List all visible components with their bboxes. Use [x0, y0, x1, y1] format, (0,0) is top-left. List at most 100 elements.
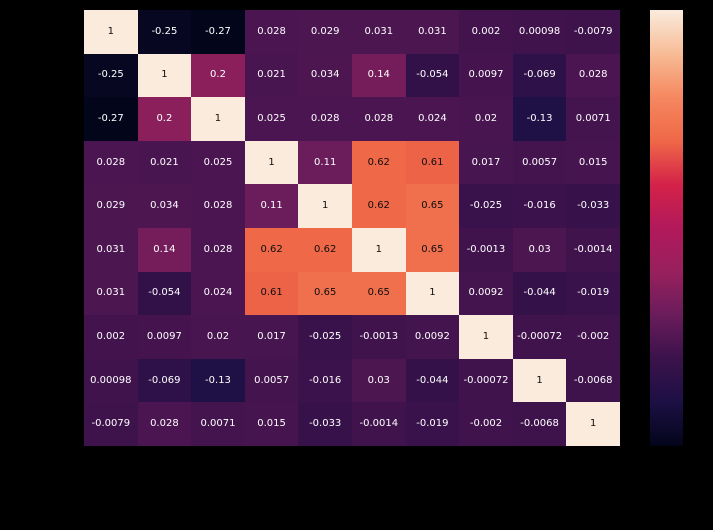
- heatmap-cell: 0.025: [244, 97, 299, 141]
- heatmap-cell: 0.62: [244, 227, 299, 272]
- heatmap-cell: 0.0097: [459, 53, 513, 98]
- heatmap-cell: 0.0092: [459, 271, 513, 316]
- heatmap-cell: -0.25: [137, 10, 192, 54]
- heatmap-cell: 0.028: [566, 53, 620, 98]
- heatmap-cell: 0.65: [405, 184, 460, 228]
- heatmap-cell: 0.62: [351, 184, 406, 228]
- heatmap-cell: 0.024: [191, 271, 245, 316]
- heatmap-cell: 0.002: [84, 315, 138, 359]
- heatmap-cell: -0.025: [459, 184, 513, 228]
- heatmap-cell: 0.0057: [244, 358, 299, 403]
- heatmap-cell: 0.024: [405, 97, 460, 141]
- heatmap-cell: -0.033: [298, 402, 352, 446]
- heatmap-cell: -0.044: [512, 271, 567, 316]
- heatmap-cell: -0.0068: [512, 402, 567, 446]
- heatmap-cell: 0.028: [191, 227, 245, 272]
- heatmap-cell: 0.028: [84, 140, 138, 185]
- heatmap-cell: 0.031: [351, 10, 406, 54]
- heatmap-cell: 1: [512, 358, 567, 403]
- heatmap-cell: 0.017: [459, 140, 513, 185]
- heatmap-cell: 0.0057: [512, 140, 567, 185]
- heatmap-cell: 0.0071: [566, 97, 620, 141]
- heatmap-cell: 0.021: [137, 140, 192, 185]
- heatmap-cell: 1: [244, 140, 299, 185]
- heatmap-cell: -0.0014: [566, 227, 620, 272]
- heatmap-cell: 0.028: [244, 10, 299, 54]
- heatmap-cell: 0.03: [512, 227, 567, 272]
- heatmap-cell: 0.00098: [84, 358, 138, 403]
- correlation-heatmap: 1 -0.25 -0.27 0.028 0.029 0.031 0.031 0.002 0.00…: [84, 10, 620, 446]
- heatmap-cell: -0.025: [298, 315, 352, 359]
- heatmap-cell: -0.13: [191, 358, 245, 403]
- heatmap-cell: -0.0068: [566, 358, 620, 403]
- heatmap-cell: 0.028: [298, 97, 352, 141]
- heatmap-cell: -0.002: [459, 402, 513, 446]
- heatmap-cell: 0.0097: [137, 315, 192, 359]
- heatmap-cell: 0.021: [244, 53, 299, 98]
- heatmap-cell: 1: [191, 97, 245, 141]
- heatmap-cell: -0.019: [405, 402, 460, 446]
- heatmap-cell: 0.015: [566, 140, 620, 185]
- heatmap-cell: -0.27: [191, 10, 245, 54]
- heatmap-cell: 0.0071: [191, 402, 245, 446]
- heatmap-cell: 1: [351, 227, 406, 272]
- heatmap-cell: -0.016: [298, 358, 352, 403]
- heatmap-cell: -0.0079: [84, 402, 138, 446]
- heatmap-cell: -0.069: [512, 53, 567, 98]
- heatmap-cell: 0.028: [137, 402, 192, 446]
- heatmap-cell: 0.028: [191, 184, 245, 228]
- heatmap-cell: 0.031: [84, 227, 138, 272]
- heatmap-cell: -0.0013: [351, 315, 406, 359]
- heatmap-cell: 0.62: [351, 140, 406, 185]
- heatmap-cell: 1: [137, 53, 192, 98]
- heatmap-cell: 1: [405, 271, 460, 316]
- heatmap-cell: 0.029: [84, 184, 138, 228]
- heatmap-cell: 0.65: [298, 271, 352, 316]
- heatmap-cell: -0.044: [405, 358, 460, 403]
- heatmap-cell: 0.03: [351, 358, 406, 403]
- heatmap-cell: 0.61: [405, 140, 460, 185]
- heatmap-cell: 0.034: [298, 53, 352, 98]
- heatmap-cell: 0.14: [351, 53, 406, 98]
- heatmap-cell: -0.00072: [512, 315, 567, 359]
- heatmap-cell: 0.002: [459, 10, 513, 54]
- heatmap-cell: -0.0014: [351, 402, 406, 446]
- heatmap-cell: -0.0079: [566, 10, 620, 54]
- heatmap-cell: 0.02: [191, 315, 245, 359]
- colorbar: [650, 10, 683, 446]
- heatmap-cell: -0.0013: [459, 227, 513, 272]
- heatmap-cell: -0.13: [512, 97, 567, 141]
- heatmap-cell: 0.65: [351, 271, 406, 316]
- heatmap-cell: 1: [84, 10, 138, 54]
- heatmap-cell: 0.61: [244, 271, 299, 316]
- heatmap-cell: 0.2: [137, 97, 192, 141]
- heatmap-cell: 0.65: [405, 227, 460, 272]
- heatmap-cell: -0.054: [405, 53, 460, 98]
- heatmap-cell: 0.02: [459, 97, 513, 141]
- heatmap-cell: 0.11: [244, 184, 299, 228]
- heatmap-cell: 0.034: [137, 184, 192, 228]
- heatmap-cell: 0.00098: [512, 10, 567, 54]
- heatmap-cell: -0.033: [566, 184, 620, 228]
- heatmap-cell: 0.028: [351, 97, 406, 141]
- heatmap-cell: -0.016: [512, 184, 567, 228]
- heatmap-cell: 0.025: [191, 140, 245, 185]
- heatmap-cell: -0.069: [137, 358, 192, 403]
- heatmap-cell: -0.00072: [459, 358, 513, 403]
- heatmap-cell: -0.25: [84, 53, 138, 98]
- heatmap-cell: 1: [298, 184, 352, 228]
- heatmap-cell: 0.62: [298, 227, 352, 272]
- heatmap-cell: 0.14: [137, 227, 192, 272]
- heatmap-cell: 0.017: [244, 315, 299, 359]
- heatmap-cell: 0.11: [298, 140, 352, 185]
- heatmap-cell: -0.054: [137, 271, 192, 316]
- heatmap-cell: 0.031: [84, 271, 138, 316]
- heatmap-cell: -0.019: [566, 271, 620, 316]
- heatmap-cell: 0.031: [405, 10, 460, 54]
- heatmap-cell: -0.002: [566, 315, 620, 359]
- heatmap-cell: 0.015: [244, 402, 299, 446]
- heatmap-cell: 0.2: [191, 53, 245, 98]
- heatmap-cell: -0.27: [84, 97, 138, 141]
- heatmap-cell: 0.0092: [405, 315, 460, 359]
